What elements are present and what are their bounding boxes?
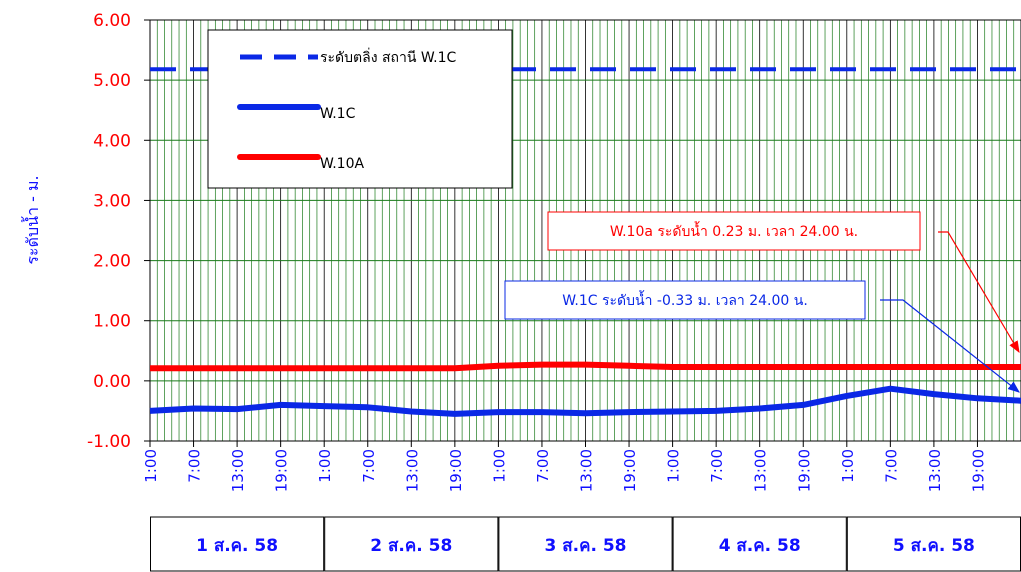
x-tick-label: 13:00 xyxy=(403,449,421,492)
x-tick-label: 13:00 xyxy=(926,449,944,492)
day-label: 3 ส.ค. 58 xyxy=(545,536,627,556)
x-tick-label: 7:00 xyxy=(882,449,900,483)
x-tick-label: 19:00 xyxy=(273,449,291,492)
day-cell xyxy=(498,516,673,572)
y-tick-label: 6.00 xyxy=(93,11,131,31)
y-tick-label: 4.00 xyxy=(93,131,131,151)
y-tick-label: 2.00 xyxy=(93,252,131,272)
x-tick-label: 13:00 xyxy=(578,449,596,492)
x-tick-label: 13:00 xyxy=(229,449,247,492)
day-table: 1 ส.ค. 58 2 ส.ค. 58 3 ส.ค. 58 4 ส.ค. 58 5 ส.… xyxy=(150,516,1021,572)
x-tick-label: 1:00 xyxy=(316,449,334,483)
legend-label-w10a: W.10A xyxy=(320,156,365,172)
day-label: 4 ส.ค. 58 xyxy=(719,536,801,556)
annotation-w10a-arrow xyxy=(938,231,1020,354)
legend-label-w1c: W.1C xyxy=(320,106,356,122)
x-tick-label: 7:00 xyxy=(186,449,204,483)
annotation-w10a-text: W.10a ระดับน้ำ 0.23 ม. เวลา 24.00 น. xyxy=(610,221,858,240)
x-tick-label: 13:00 xyxy=(752,449,770,492)
y-axis-label: ระดับน้ำ - ม. xyxy=(21,175,42,264)
day-cell xyxy=(324,516,499,572)
day-cell xyxy=(150,516,325,572)
day-label: 5 ส.ค. 58 xyxy=(893,536,975,556)
day-cell xyxy=(846,516,1021,572)
x-tick-label: 1:00 xyxy=(665,449,683,483)
x-axis: 1:00 7:00 13:00 19:00 1:00 7:00 13:00 19:00 1:00… xyxy=(142,441,987,492)
x-tick-label: 1:00 xyxy=(490,449,508,483)
annotation-w10a-box xyxy=(547,211,921,251)
y-tick-label: 1.00 xyxy=(93,312,131,332)
annotation-w10a: W.10a ระดับน้ำ 0.23 ม. เวลา 24.00 น. xyxy=(547,211,1020,354)
day-cell xyxy=(672,516,847,572)
x-tick-label: 1:00 xyxy=(839,449,857,483)
series-line-2 xyxy=(150,361,1021,372)
x-tick-label: 19:00 xyxy=(621,449,639,492)
day-label: 2 ส.ค. 58 xyxy=(370,536,452,556)
annotation-w1c: W.1C ระดับน้ำ -0.33 ม. เวลา 24.00 น. xyxy=(504,280,1020,393)
annotation-w1c-arrow xyxy=(880,299,1020,393)
series-line-1 xyxy=(149,385,1021,417)
annotation-w1c-box xyxy=(504,280,866,320)
x-tick-label: 7:00 xyxy=(708,449,726,483)
x-tick-label: 19:00 xyxy=(969,449,987,492)
y-tick-label: 0.00 xyxy=(93,372,131,392)
day-label: 1 ส.ค. 58 xyxy=(196,536,278,556)
x-tick-label: 19:00 xyxy=(795,449,813,492)
x-tick-label: 19:00 xyxy=(447,449,465,492)
y-tick-label: 3.00 xyxy=(93,191,131,211)
y-tick-label: 5.00 xyxy=(93,71,131,91)
legend: ระดับตลิ่ง สถานี W.1C W.1C W.10A xyxy=(207,29,513,189)
y-axis: -1.00 0.00 1.00 2.00 3.00 4.00 5.00 6.00 xyxy=(87,11,150,452)
annotation-w1c-text: W.1C ระดับน้ำ -0.33 ม. เวลา 24.00 น. xyxy=(562,290,808,309)
legend-label-bank-level: ระดับตลิ่ง สถานี W.1C xyxy=(320,48,456,66)
x-tick-label: 7:00 xyxy=(360,449,378,483)
x-tick-label: 1:00 xyxy=(142,449,160,483)
x-tick-label: 7:00 xyxy=(534,449,552,483)
y-tick-label: -1.00 xyxy=(87,432,131,452)
